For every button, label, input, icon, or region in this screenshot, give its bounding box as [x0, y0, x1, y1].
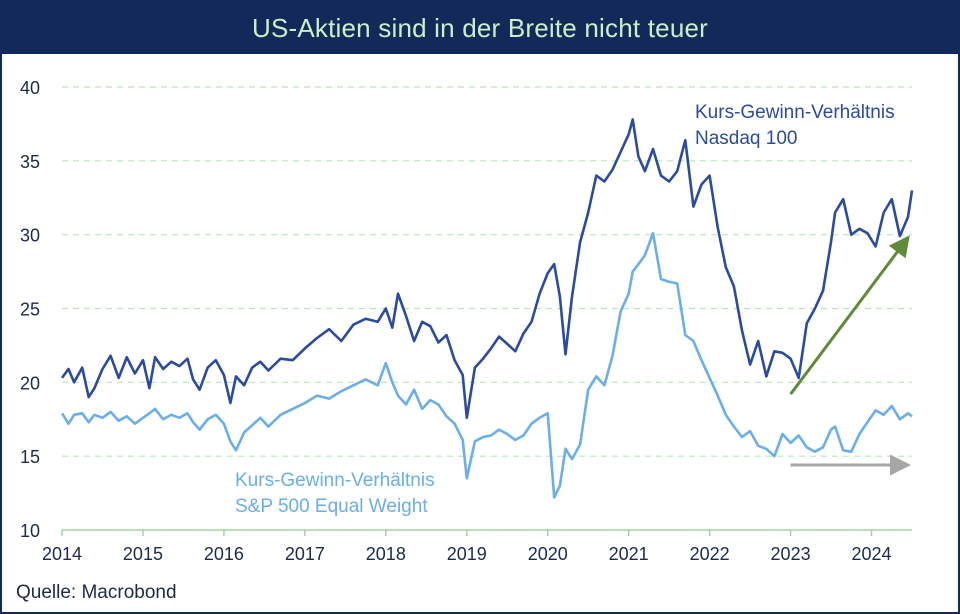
x-tick-label: 2022: [690, 544, 730, 564]
annotations: [789, 235, 911, 476]
y-tick-label: 20: [20, 373, 40, 393]
x-tick-label: 2023: [771, 544, 811, 564]
x-tick-label: 2015: [123, 544, 163, 564]
label-sp500-equal-weight-line-2: S&P 500 Equal Weight: [235, 496, 428, 517]
y-tick-label: 30: [20, 226, 40, 246]
title-bar: US-Aktien sind in der Breite nicht teuer: [2, 2, 958, 54]
label-nasdaq100-line-1: Kurs-Gewinn-Verhältnis: [695, 102, 895, 123]
y-tick-label: 10: [20, 521, 40, 541]
y-tick-label: 25: [20, 300, 40, 320]
source-note: Quelle: Macrobond: [16, 582, 177, 603]
x-tick-label: 2024: [852, 544, 892, 564]
chart-title: US-Aktien sind in der Breite nicht teuer: [252, 12, 708, 43]
chart-svg: 10 15 20 25 30 35 40 2014 2015 2016 2017 2018 2019 20…: [20, 78, 914, 564]
x-tick-label: 2018: [366, 544, 406, 564]
series-line-sp500-equal-weight: [60, 231, 913, 499]
label-sp500-equal-weight-line-1: Kurs-Gewinn-Verhältnis: [235, 470, 435, 491]
x-tick-label: 2020: [528, 544, 568, 564]
x-tick-label: 2014: [42, 544, 82, 564]
x-tick-label: 2017: [285, 544, 325, 564]
axes: 10 15 20 25 30 35 40 2014 2015 2016 2017 2018 2019 20…: [20, 78, 912, 564]
trend-arrow-up: [789, 235, 910, 396]
series-labels: Kurs-Gewinn-Verhältnis Nasdaq 100 Kurs-Gew…: [235, 102, 895, 517]
x-tick-label: 2019: [447, 544, 487, 564]
x-tick-label: 2021: [609, 544, 649, 564]
y-tick-label: 15: [20, 447, 40, 467]
gridlines: [62, 86, 912, 457]
series-line-nasdaq100: [60, 118, 914, 420]
x-tick-label: 2016: [204, 544, 244, 564]
y-tick-label: 40: [20, 78, 40, 98]
label-nasdaq100-line-2: Nasdaq 100: [695, 128, 797, 149]
series-group: [60, 118, 914, 499]
y-tick-label: 35: [20, 152, 40, 172]
